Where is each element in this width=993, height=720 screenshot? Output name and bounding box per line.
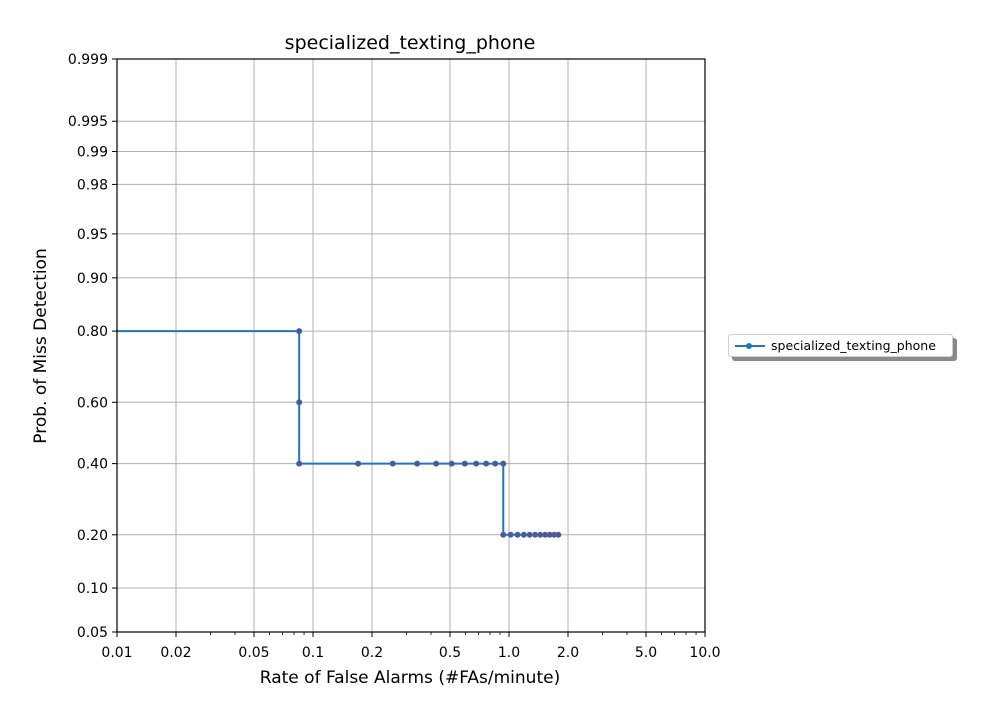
data-point	[526, 531, 533, 538]
y-tick-label: 0.90	[77, 271, 108, 287]
x-tick-label: 0.05	[238, 645, 269, 661]
x-tick-label: 2.0	[557, 645, 579, 661]
y-tick-label: 0.20	[77, 528, 108, 544]
data-point	[537, 531, 544, 538]
y-axis-label: Prob. of Miss Detection	[31, 248, 51, 443]
y-tick-label: 0.999	[68, 52, 108, 68]
plot-frame	[116, 58, 706, 633]
data-point	[500, 460, 507, 467]
data-point	[296, 399, 303, 406]
data-point	[296, 328, 303, 335]
data-point	[461, 460, 468, 467]
x-tick-label: 10.0	[689, 645, 720, 661]
data-point	[507, 531, 514, 538]
legend-marker-swatch	[746, 343, 752, 349]
data-point	[433, 460, 440, 467]
series-layer	[117, 328, 562, 538]
data-point	[532, 531, 539, 538]
data-point	[296, 460, 303, 467]
data-point	[514, 531, 521, 538]
y-tick-label: 0.98	[77, 177, 108, 193]
data-point	[492, 460, 499, 467]
y-tick-label: 0.99	[77, 144, 108, 160]
legend: specialized_texting_phone	[728, 334, 953, 357]
data-point	[414, 460, 421, 467]
y-tick-label: 0.60	[77, 395, 108, 411]
y-tick-label: 0.80	[77, 324, 108, 340]
x-tick-label: 0.02	[160, 645, 191, 661]
x-tick-label: 5.0	[635, 645, 657, 661]
data-point	[355, 460, 362, 467]
data-point	[500, 531, 507, 538]
x-tick-label: 1.0	[498, 645, 520, 661]
data-point	[520, 531, 527, 538]
ticks: 0.01 0.02 0.05 0.1 0.2 0.5 1.0 2.0 5.0 10.0 0.05 0.…	[68, 52, 721, 661]
x-axis-label: Rate of False Alarms (#FAs/minute)	[260, 668, 560, 688]
x-tick-label: 0.1	[302, 645, 324, 661]
data-point	[483, 460, 490, 467]
y-tick-label: 0.05	[77, 625, 108, 641]
x-tick-label: 0.2	[361, 645, 383, 661]
x-tick-label: 0.01	[101, 645, 132, 661]
series-line	[117, 330, 559, 536]
data-point	[555, 531, 562, 538]
y-tick-label: 0.995	[68, 114, 108, 130]
legend-label: specialized_texting_phone	[771, 338, 936, 353]
data-point	[473, 460, 480, 467]
y-tick-label: 0.10	[77, 581, 108, 597]
data-point	[448, 460, 455, 467]
data-point	[389, 460, 396, 467]
y-tick-label: 0.40	[77, 457, 108, 473]
y-tick-label: 0.95	[77, 227, 108, 243]
grid	[116, 58, 706, 633]
chart-title: specialized_texting_phone	[285, 32, 536, 54]
x-tick-label: 0.5	[439, 645, 461, 661]
